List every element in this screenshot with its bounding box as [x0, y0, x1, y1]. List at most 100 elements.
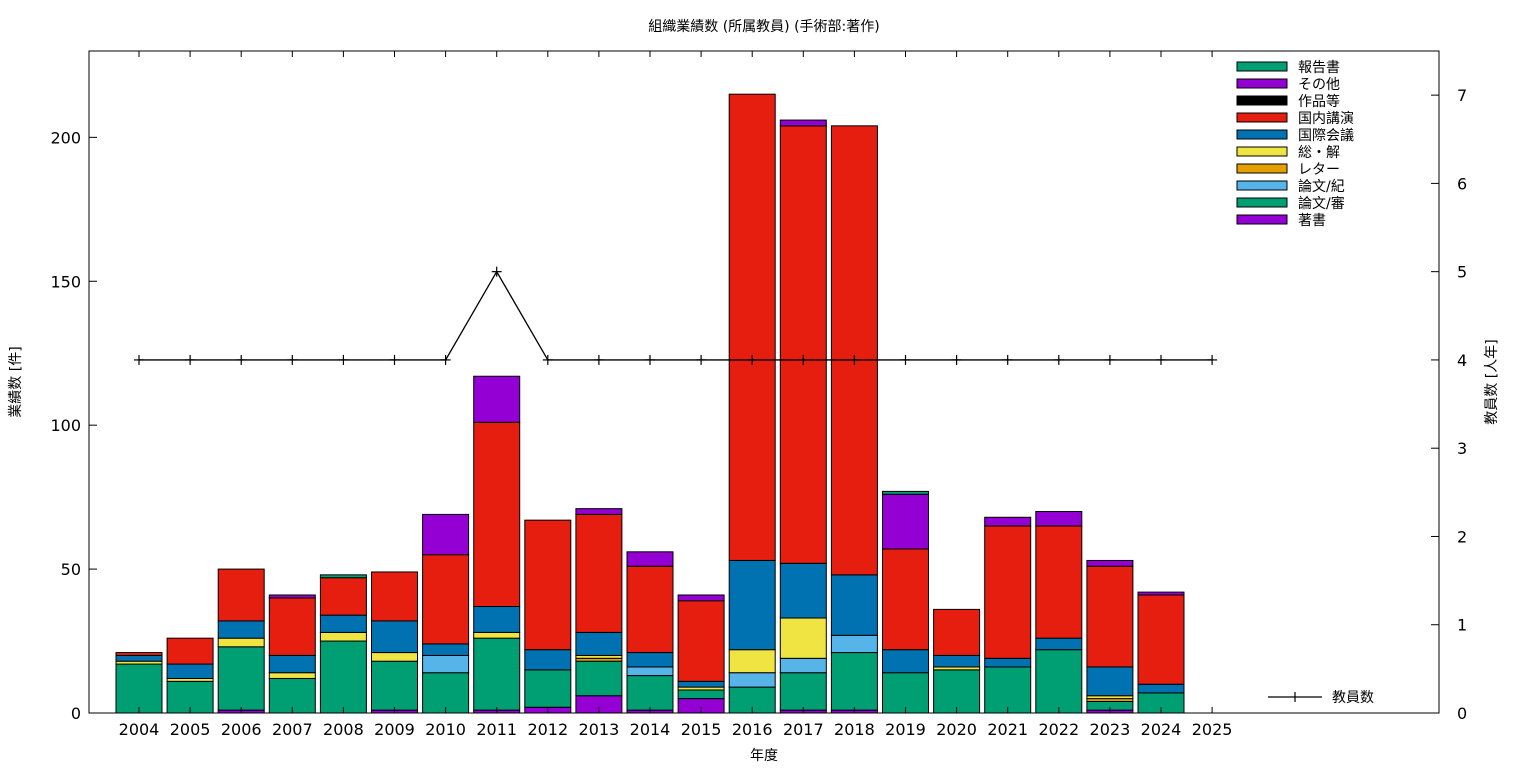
bar-2021-8	[984, 516, 1032, 527]
legend-label: レター	[1298, 162, 1340, 178]
legend-label: 著書	[1298, 213, 1326, 229]
bar-2014-5	[626, 652, 674, 668]
legend-label: 国際会議	[1298, 127, 1354, 144]
bar-2008-4	[319, 631, 367, 642]
x-tick-label: 2020	[936, 720, 977, 739]
legend-swatch	[1236, 214, 1288, 225]
legend-label: 作品等	[1298, 93, 1340, 110]
bar-2017-2	[779, 657, 827, 674]
legend-label: 論文/審	[1298, 196, 1345, 212]
faculty-line	[139, 270, 1213, 361]
bar-2012-1	[524, 669, 572, 708]
legend-label: その他	[1298, 77, 1340, 93]
bar-2023-8	[1086, 559, 1134, 567]
legend-label: 総・解	[1298, 145, 1340, 161]
bar-2004-1	[115, 663, 163, 714]
bar-2006-5	[217, 620, 265, 639]
x-tick-label: 2010	[425, 720, 466, 739]
bar-2017-8	[779, 119, 827, 127]
bars-group	[115, 93, 1185, 714]
bar-2022-8	[1035, 511, 1083, 527]
bar-2023-5	[1086, 666, 1134, 697]
bar-2019-6	[882, 548, 929, 651]
y-axis: 0 50 100 150 200	[50, 128, 97, 723]
legend-swatch	[1236, 146, 1288, 157]
bar-2013-5	[575, 631, 623, 656]
y-axis-label: 業績数 [件]	[8, 346, 24, 417]
x-tick-label: 2019	[885, 720, 926, 739]
legend-swatch	[1236, 129, 1288, 140]
legend-swatch	[1236, 180, 1288, 191]
y-tick-label: 100	[50, 416, 81, 435]
x-tick-label: 2025	[1192, 720, 1233, 739]
bar-2010-2	[422, 654, 470, 674]
bar-2020-5	[933, 654, 981, 668]
bar-2010-1	[422, 672, 470, 714]
legend-swatch	[1236, 163, 1288, 174]
bar-2009-1	[371, 660, 418, 711]
bar-2005-5	[166, 663, 214, 679]
legend-line-label: 教員数	[1332, 690, 1374, 706]
bar-2013-8	[575, 508, 623, 515]
bar-2017-5	[779, 562, 827, 619]
bar-2008-9	[319, 574, 367, 579]
faculty-line-group	[134, 266, 1218, 365]
bar-2011-1	[473, 637, 521, 711]
y-tick-label: 200	[50, 128, 81, 147]
bar-2009-6	[371, 571, 418, 622]
bar-2007-8	[268, 594, 316, 599]
x-tick-label: 2014	[630, 720, 671, 739]
bar-2015-6	[677, 600, 725, 682]
bar-2014-6	[626, 565, 674, 654]
bar-2010-6	[422, 554, 470, 645]
y-tick-label: 50	[61, 560, 81, 579]
legend-swatch	[1236, 95, 1288, 106]
x-tick-label: 2008	[323, 720, 364, 739]
x-axis-label: 年度	[750, 748, 778, 764]
bar-2011-8	[473, 375, 521, 423]
bar-2021-1	[984, 666, 1032, 714]
y2-tick-label: 0	[1457, 704, 1467, 723]
bar-2006-6	[217, 568, 265, 622]
x-tick-label: 2006	[221, 720, 262, 739]
bar-2020-1	[933, 669, 981, 714]
legend-swatch	[1236, 112, 1288, 123]
x-tick-label: 2012	[527, 720, 568, 739]
legend-label: 論文/紀	[1298, 179, 1345, 195]
y2-tick-label: 1	[1457, 616, 1467, 635]
x-tick-label: 2005	[170, 720, 211, 739]
bar-2012-5	[524, 649, 572, 671]
legend-swatch	[1236, 197, 1288, 208]
bar-2007-5	[268, 654, 316, 674]
bar-2022-6	[1035, 525, 1083, 639]
y2-tick-label: 5	[1457, 263, 1467, 282]
bar-2017-1	[779, 672, 827, 711]
x-tick-label: 2018	[834, 720, 875, 739]
bar-2015-1	[677, 689, 725, 700]
bar-2007-6	[268, 597, 316, 656]
bar-2014-2	[626, 666, 674, 677]
y-tick-label: 150	[50, 272, 81, 291]
x-tick-label: 2021	[987, 720, 1028, 739]
bar-2021-6	[984, 525, 1032, 659]
bar-2024-8	[1137, 591, 1185, 596]
bar-2010-8	[422, 513, 470, 556]
legend-label: 国内講演	[1298, 111, 1354, 127]
bar-2011-4	[473, 631, 521, 639]
bar-2016-5	[728, 559, 776, 651]
y2-axis-label: 教員数 [人年]	[1484, 339, 1500, 424]
y2-tick-label: 3	[1457, 439, 1467, 458]
bar-2009-5	[371, 620, 418, 654]
bar-2009-4	[371, 652, 418, 662]
y-tick-label: 0	[71, 704, 81, 723]
x-tick-label: 2016	[732, 720, 773, 739]
x-tick-label: 2009	[374, 720, 415, 739]
y2-axis: 0 1 2 3 4 5 6 7	[1431, 86, 1467, 723]
bar-2018-6	[830, 125, 878, 576]
legend-label: 報告書	[1298, 60, 1340, 76]
bar-2008-1	[319, 640, 367, 714]
y2-tick-label: 6	[1457, 174, 1467, 193]
x-tick-label: 2015	[681, 720, 722, 739]
bar-2004-6	[115, 652, 163, 656]
bar-2022-5	[1035, 637, 1083, 651]
